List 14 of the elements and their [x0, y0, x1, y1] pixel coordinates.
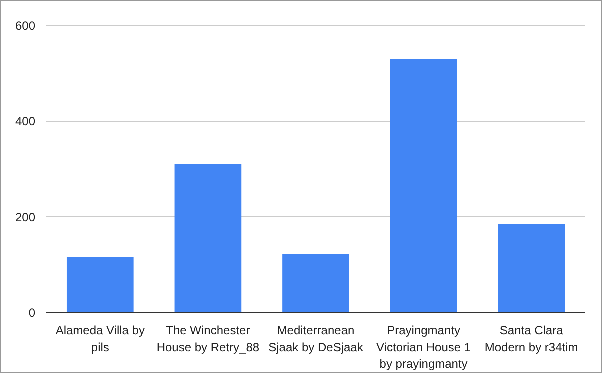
x-tick-label: Prayingmanty Victorian House 1 by prayingmanty: [376, 324, 472, 372]
x-tick-label: Santa Clara Modern by r34tim: [484, 324, 578, 354]
y-tick-label: 400: [15, 114, 36, 129]
x-tick-label: Alameda Villa by pils: [56, 324, 145, 354]
bar: [174, 164, 242, 312]
y-tick-label: 200: [15, 210, 36, 224]
x-tick-label: Mediterranean Sjaak by DeSjaak: [268, 324, 364, 354]
bar: [66, 257, 134, 312]
y-tick-label: 600: [15, 19, 36, 33]
bar: [498, 224, 566, 312]
x-tick-label: The Winchester House by Retry_88: [156, 324, 260, 354]
y-tick-label: 0: [28, 306, 36, 320]
bar: [390, 59, 458, 312]
bar: [282, 254, 350, 312]
